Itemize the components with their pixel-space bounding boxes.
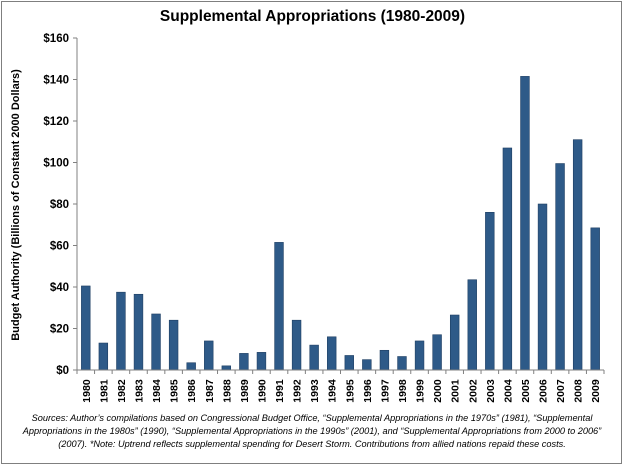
bar-1995	[344, 355, 354, 371]
bar-1999	[414, 340, 425, 371]
x-tick-label: 2005	[520, 379, 532, 403]
bar-2001	[449, 314, 460, 371]
x-tick-label: 1996	[362, 379, 374, 403]
y-tick-label: $80	[50, 199, 69, 211]
x-tick-label: 1982	[116, 379, 128, 403]
x-axis-ticks: 1980 1981 1982 1983 1984 1985 1986 1987 1988 1989…	[76, 370, 605, 403]
x-tick-label: 1990	[256, 379, 268, 403]
bar-2009	[590, 227, 600, 371]
bar-2006	[537, 203, 548, 371]
x-tick-label: 2001	[450, 379, 462, 403]
x-tick-label: 1992	[292, 379, 304, 403]
x-tick-label: 2007	[555, 379, 567, 403]
x-tick-label: 1986	[186, 379, 198, 403]
x-tick-label: 2002	[467, 379, 479, 403]
bar-1996	[362, 359, 372, 371]
bar-1989	[239, 353, 249, 371]
x-tick-label: 2009	[590, 379, 602, 403]
bar-1997	[379, 349, 390, 371]
y-axis-ticks: $0 $20 $40 $60 $80 $100 $120 $140 $160	[43, 33, 77, 377]
source-footnote: Sources: Author’s compilations based on …	[22, 413, 602, 449]
x-tick-label: 1988	[221, 379, 233, 403]
bar-1993	[309, 344, 319, 371]
bar-2005	[520, 76, 530, 371]
bar-2002	[467, 279, 477, 371]
bar-1984	[151, 313, 161, 371]
y-tick-label: $0	[56, 365, 69, 377]
y-tick-label: $20	[50, 324, 69, 336]
x-tick-label: 1987	[204, 379, 216, 403]
x-tick-label: 1998	[397, 379, 409, 403]
bar-1998	[397, 356, 407, 371]
chart-title: Supplemental Appropriations (1980-2009)	[159, 8, 466, 25]
x-tick-label: 1991	[274, 379, 286, 403]
x-tick-label: 2000	[432, 379, 444, 403]
x-tick-label: 1999	[415, 379, 427, 403]
y-tick-label: $100	[43, 158, 69, 170]
y-tick-label: $140	[43, 75, 69, 87]
bar-1985	[168, 319, 179, 371]
bar-1994	[327, 336, 337, 371]
bar-1980	[81, 285, 91, 371]
y-tick-label: $120	[43, 116, 69, 128]
bars	[81, 76, 600, 371]
x-tick-label: 1989	[239, 379, 251, 403]
bar-2000	[432, 334, 442, 371]
bar-2007	[555, 163, 565, 371]
x-tick-label: 2008	[573, 379, 585, 403]
x-tick-label: 2006	[538, 379, 550, 403]
x-tick-label: 1993	[309, 379, 321, 403]
bar-1983	[133, 293, 144, 371]
x-tick-label: 1995	[344, 379, 356, 403]
x-tick-label: 2004	[502, 379, 514, 403]
bar-1987	[204, 340, 214, 371]
x-tick-label: 1983	[133, 379, 145, 403]
bar-1990	[256, 352, 267, 371]
x-tick-label: 2003	[485, 379, 497, 403]
x-tick-label: 1997	[379, 379, 391, 403]
bar-2008	[572, 139, 583, 371]
bar-1991	[274, 242, 284, 371]
bar-1992	[291, 319, 302, 371]
bar-1988	[221, 365, 232, 371]
x-tick-label: 1980	[81, 379, 93, 403]
x-tick-label: 1984	[151, 379, 163, 403]
bar-1982	[116, 291, 126, 371]
x-tick-label: 1985	[169, 379, 181, 403]
y-tick-label: $40	[50, 282, 69, 294]
y-tick-label: $160	[43, 33, 69, 45]
bar-1981	[98, 342, 109, 371]
bar-2004	[502, 147, 513, 371]
bar-2003	[485, 212, 495, 371]
x-tick-label: 1994	[327, 379, 339, 403]
bar-1986	[186, 362, 196, 371]
y-tick-label: $60	[50, 241, 69, 253]
x-tick-label: 1981	[98, 379, 110, 403]
